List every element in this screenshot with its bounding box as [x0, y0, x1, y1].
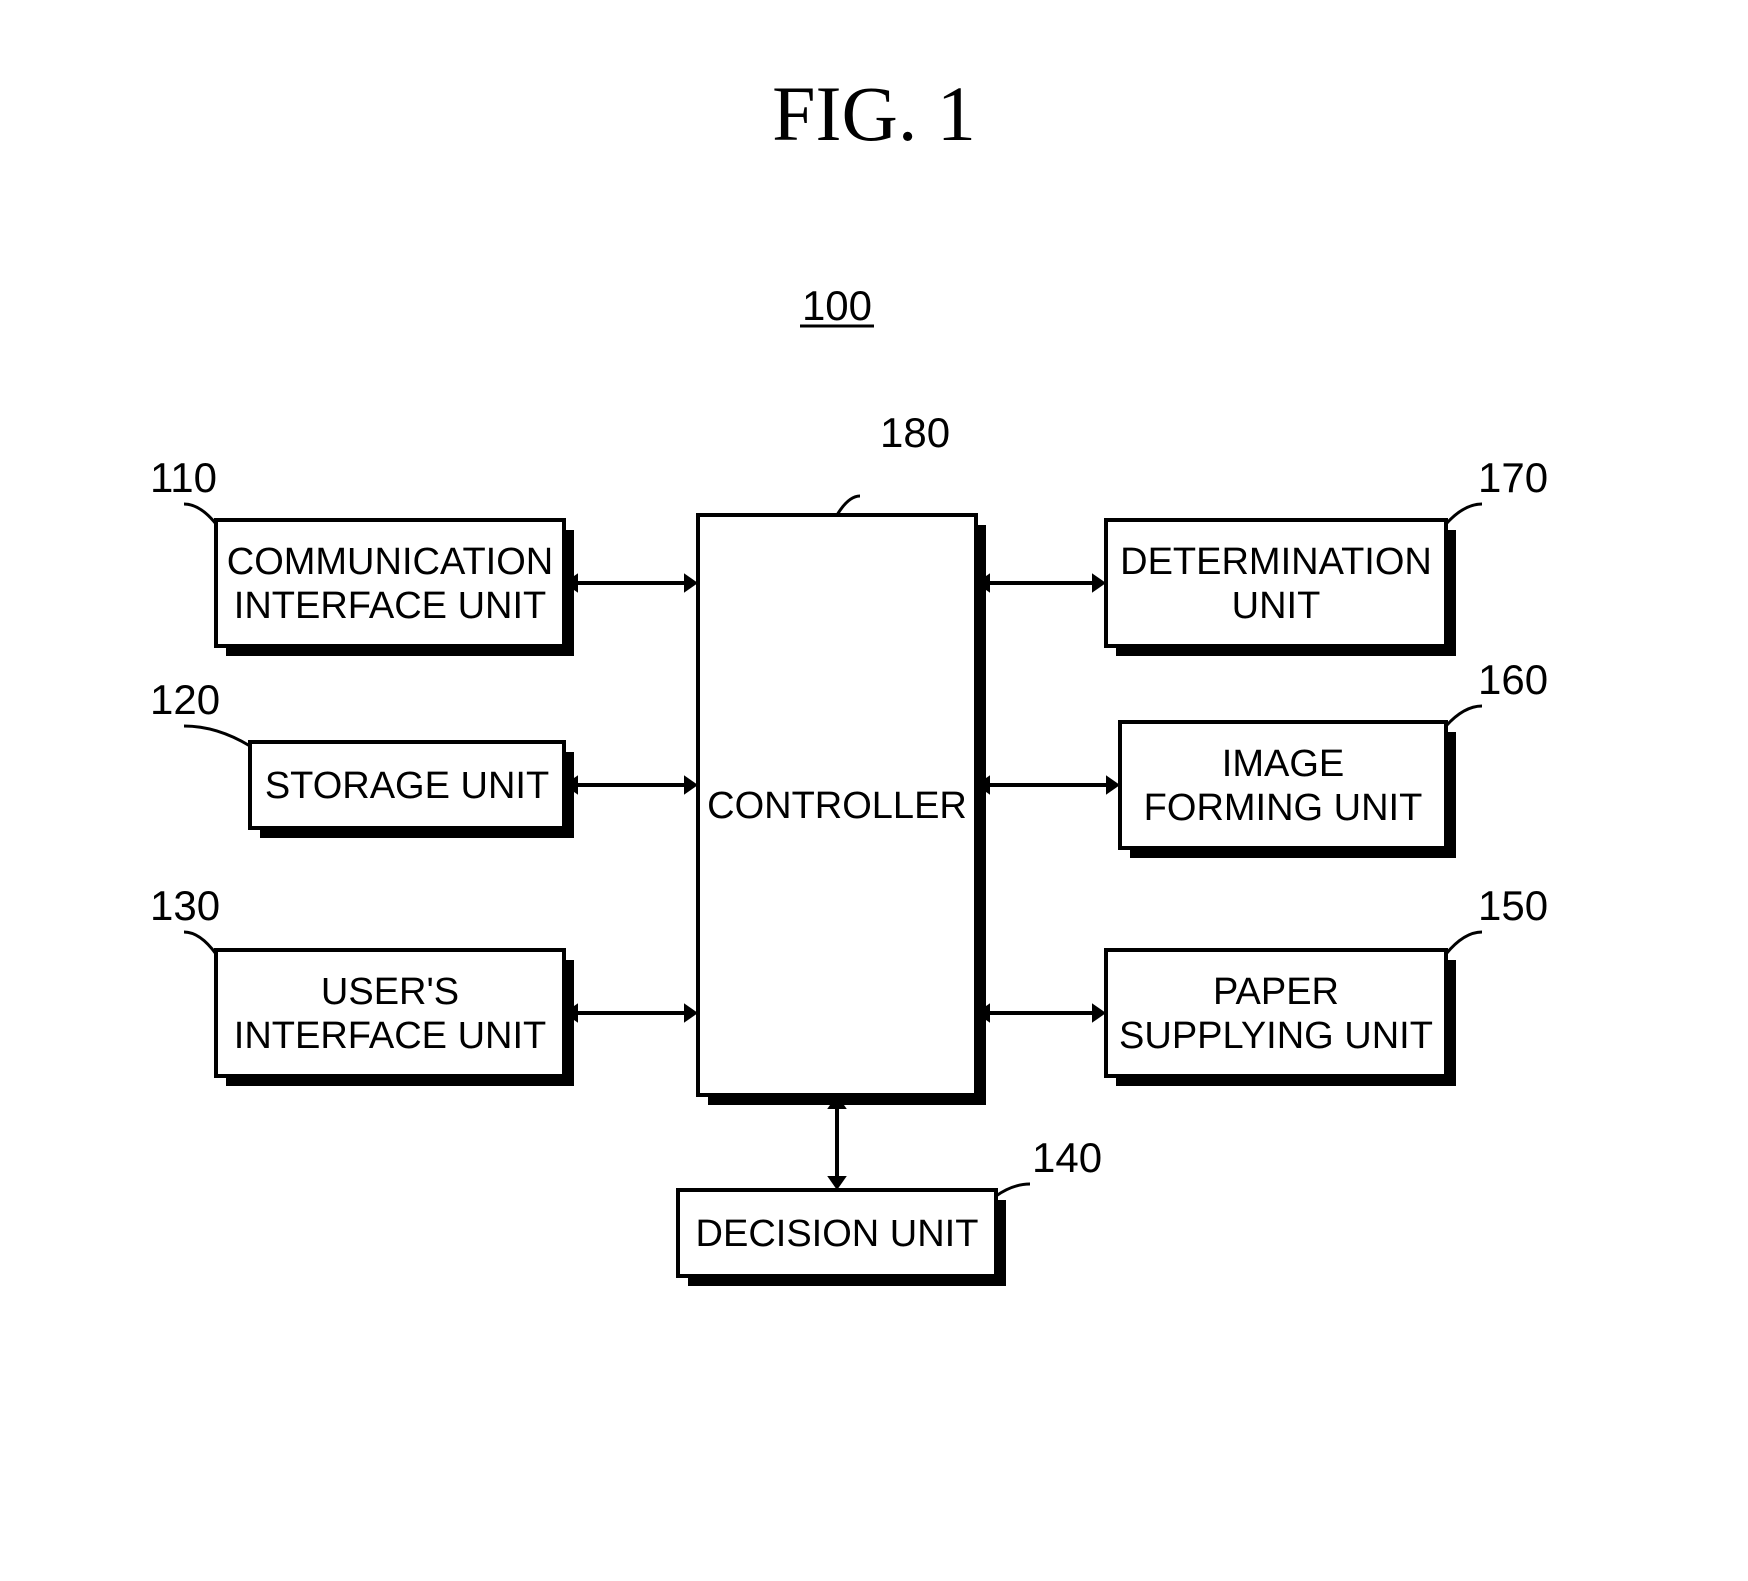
node-n170-label-0: DETERMINATION	[1120, 541, 1432, 583]
edge-ctrl-n170	[976, 573, 1106, 593]
node-n130: USER'SINTERFACE UNIT 130	[150, 882, 574, 1086]
node-n110-ref: 110	[150, 454, 217, 501]
node-n150-label-0: PAPER	[1213, 971, 1339, 1013]
node-n110-label-1: INTERFACE UNIT	[234, 585, 546, 627]
node-n120-ref: 120	[150, 676, 220, 723]
node-n170-label-1: UNIT	[1232, 585, 1321, 627]
edge-ctrl-n150	[976, 1003, 1106, 1023]
node-n160-ref: 160	[1478, 656, 1548, 703]
block-diagram: FIG. 1100CONTROLLER180COMMUNICATIONINTER…	[0, 0, 1748, 1581]
node-n130-label-1: INTERFACE UNIT	[234, 1015, 546, 1057]
node-n140: DECISION UNIT 140	[678, 1134, 1102, 1286]
node-n140-leader	[996, 1184, 1030, 1196]
node-ctrl-ref: 180	[880, 409, 950, 456]
node-n150-ref: 150	[1478, 882, 1548, 929]
edge-n120-ctrl	[564, 775, 698, 795]
node-n170-leader	[1446, 504, 1482, 524]
node-n110-label-0: COMMUNICATION	[227, 541, 554, 583]
node-n160-label-1: FORMING UNIT	[1144, 787, 1423, 829]
node-n140-ref: 140	[1032, 1134, 1102, 1181]
node-n130-ref: 130	[150, 882, 220, 929]
edge-ctrl-n140	[827, 1095, 847, 1190]
node-n160-leader	[1446, 706, 1482, 726]
node-n150-label-1: SUPPLYING UNIT	[1119, 1015, 1433, 1057]
node-ctrl-leader	[837, 496, 860, 515]
node-ctrl: CONTROLLER 180	[698, 409, 986, 1105]
node-n160: IMAGEFORMING UNIT 160	[1120, 656, 1548, 858]
node-n130-leader	[184, 932, 216, 954]
node-n130-label-0: USER'S	[321, 971, 459, 1013]
node-n120-label-0: STORAGE UNIT	[265, 765, 549, 807]
node-n170: DETERMINATIONUNIT 170	[1106, 454, 1548, 656]
node-n150: PAPERSUPPLYING UNIT 150	[1106, 882, 1548, 1086]
node-n160-label-0: IMAGE	[1222, 743, 1344, 785]
edge-n110-ctrl	[564, 573, 698, 593]
node-n120-leader	[184, 726, 250, 746]
node-n140-label-0: DECISION UNIT	[696, 1213, 979, 1255]
node-ctrl-label-0: CONTROLLER	[707, 785, 967, 827]
edge-n130-ctrl	[564, 1003, 698, 1023]
overall-ref: 100	[802, 282, 872, 329]
node-n110: COMMUNICATIONINTERFACE UNIT 110	[150, 454, 574, 656]
edge-ctrl-n160	[976, 775, 1120, 795]
node-n120: STORAGE UNIT 120	[150, 676, 574, 838]
figure-title: FIG. 1	[772, 70, 976, 157]
node-n150-leader	[1446, 932, 1482, 954]
node-n170-ref: 170	[1478, 454, 1548, 501]
node-n110-leader	[184, 504, 216, 524]
